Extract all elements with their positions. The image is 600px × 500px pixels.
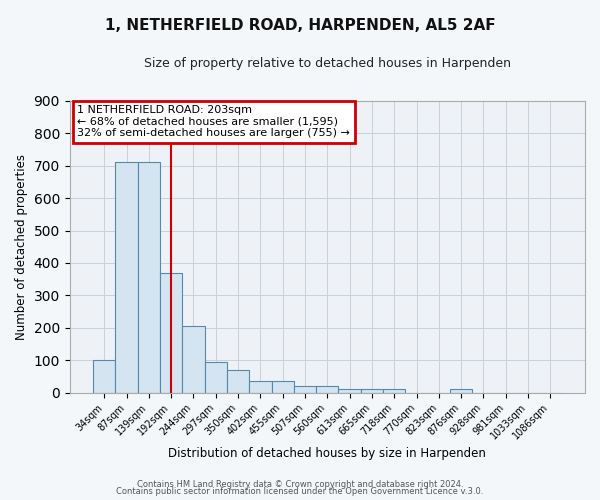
Text: Contains HM Land Registry data © Crown copyright and database right 2024.: Contains HM Land Registry data © Crown c… bbox=[137, 480, 463, 489]
Text: 1, NETHERFIELD ROAD, HARPENDEN, AL5 2AF: 1, NETHERFIELD ROAD, HARPENDEN, AL5 2AF bbox=[104, 18, 496, 32]
Y-axis label: Number of detached properties: Number of detached properties bbox=[15, 154, 28, 340]
Bar bbox=[249, 382, 272, 392]
Bar bbox=[294, 386, 316, 392]
Text: 1 NETHERFIELD ROAD: 203sqm
← 68% of detached houses are smaller (1,595)
32% of s: 1 NETHERFIELD ROAD: 203sqm ← 68% of deta… bbox=[77, 105, 350, 138]
Bar bbox=[93, 360, 115, 392]
Bar bbox=[205, 362, 227, 392]
Bar bbox=[160, 272, 182, 392]
Bar bbox=[316, 386, 338, 392]
Bar bbox=[338, 390, 361, 392]
Bar bbox=[227, 370, 249, 392]
Bar bbox=[182, 326, 205, 392]
Bar bbox=[450, 390, 472, 392]
Bar bbox=[137, 162, 160, 392]
Bar bbox=[383, 390, 406, 392]
Title: Size of property relative to detached houses in Harpenden: Size of property relative to detached ho… bbox=[144, 58, 511, 70]
Bar bbox=[272, 382, 294, 392]
Bar bbox=[361, 390, 383, 392]
X-axis label: Distribution of detached houses by size in Harpenden: Distribution of detached houses by size … bbox=[169, 447, 486, 460]
Bar bbox=[115, 162, 137, 392]
Text: Contains public sector information licensed under the Open Government Licence v.: Contains public sector information licen… bbox=[116, 487, 484, 496]
